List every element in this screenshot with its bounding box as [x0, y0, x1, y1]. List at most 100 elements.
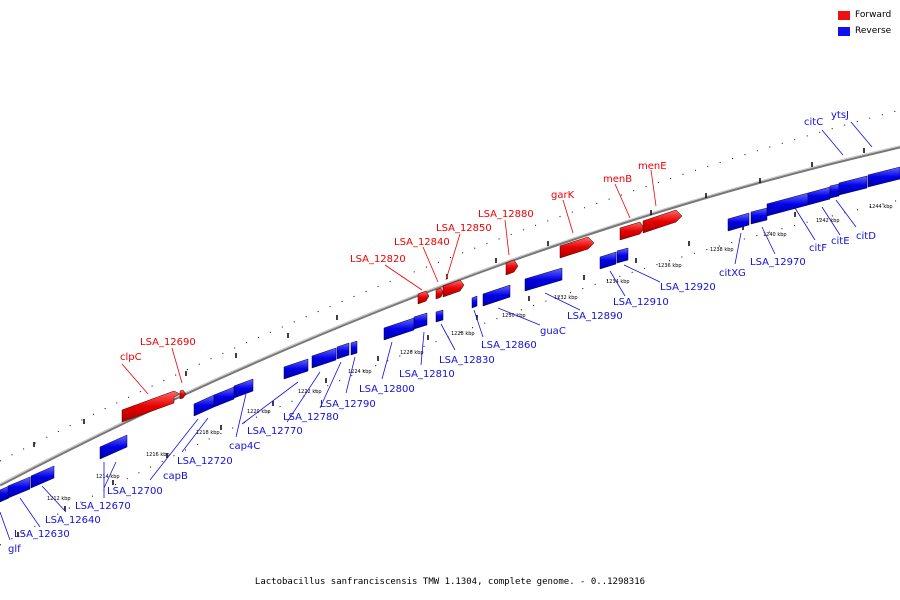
scale-tick: 1214 kbp: [96, 474, 120, 480]
scale-tick: 1216 kbp: [146, 452, 170, 458]
leader-lines: [0, 121, 873, 541]
gene-label: ytsJ: [831, 110, 849, 121]
reverse-gene-arrow: [867, 166, 900, 188]
leader-line: [609, 270, 626, 297]
gene-label: LSA_12770: [247, 426, 303, 437]
leader-line: [171, 347, 183, 384]
reverse-gene-arrow: [750, 207, 768, 225]
leader-line: [0, 511, 11, 541]
gene-label: LSA_12700: [107, 486, 163, 497]
gene-label: LSA_12670: [75, 501, 131, 512]
scale-tick: 1244 kbp: [869, 204, 893, 210]
leader-line: [19, 497, 41, 528]
gene-label: LSA_12860: [481, 340, 537, 351]
leader-line: [445, 233, 461, 281]
forward-gene-arrow: [121, 390, 181, 423]
reverse-gene-arrow: [616, 247, 629, 264]
leader-line: [497, 307, 541, 326]
gene-label: LSA_12640: [45, 515, 101, 526]
leader-line: [235, 393, 247, 438]
scale-tick: 1236 kbp: [658, 263, 682, 269]
leader-line: [121, 363, 149, 395]
gene-label: LSA_12790: [320, 399, 376, 410]
leader-line: [761, 226, 776, 255]
reverse-gene-arrow: [213, 386, 235, 408]
leader-line: [319, 361, 342, 409]
gene-label: cap4C: [229, 441, 260, 452]
leader-line: [149, 418, 199, 481]
gene-label: LSA_12810: [399, 369, 455, 380]
gene-label: LSA_12890: [567, 311, 623, 322]
leader-line: [835, 199, 857, 228]
reverse-gene-arrow: [233, 378, 254, 399]
leader-line: [440, 323, 456, 351]
gene-label: citF: [809, 243, 827, 254]
reverse-gene-arrow: [766, 192, 809, 217]
gene-label: garK: [551, 190, 575, 201]
leader-line: [420, 331, 425, 366]
leader-line: [850, 121, 873, 148]
gene-label: citXG: [719, 268, 746, 279]
gene-label: glf: [8, 544, 21, 555]
forward-gene-arrow: [417, 290, 430, 305]
leader-line: [345, 356, 356, 394]
leader-line: [650, 169, 657, 207]
gene-label: LSA_12880: [478, 209, 534, 220]
gene-label: clpC: [120, 352, 142, 363]
scale-tick: 1240 kbp: [763, 232, 787, 238]
gene-label: citC: [804, 117, 823, 128]
gene-label: LSA_12800: [359, 384, 415, 395]
leader-line: [504, 219, 510, 256]
leader-line: [821, 129, 844, 156]
leader-line: [544, 292, 581, 311]
reverse-gene-arrow: [435, 309, 444, 323]
gene-label: LSA_12970: [750, 257, 806, 268]
reverse-gene-arrow: [524, 267, 563, 292]
gene-label: LSA_12840: [394, 237, 450, 248]
scale-tick: 1230 kbp: [502, 313, 526, 319]
gene-label: LSA_12910: [613, 297, 669, 308]
forward-labels: clpC LSA_12690 LSA_12820 LSA_12840 LSA_1…: [120, 161, 667, 363]
reverse-gene-arrow: [383, 317, 415, 341]
gene-label: LSA_12720: [177, 456, 233, 467]
leader-line: [734, 232, 742, 265]
reverse-gene-arrow: [838, 175, 868, 196]
gene-label: menE: [638, 161, 667, 172]
leader-line: [286, 371, 321, 423]
leader-line: [614, 183, 631, 219]
scale-tick: 1224 kbp: [348, 369, 372, 375]
forward-gene-arrow: [435, 287, 444, 300]
forward-gene-arrow: [619, 221, 645, 241]
leader-line: [381, 341, 393, 380]
gene-label: citE: [831, 236, 850, 247]
gene-label: LSA_12690: [140, 337, 196, 348]
reverse-gene-arrow: [7, 476, 31, 499]
leader-line: [41, 485, 67, 513]
gene-label: LSA_12830: [439, 355, 495, 366]
leader-line: [562, 199, 574, 234]
reverse-gene-arrow: [336, 342, 350, 360]
leader-line: [794, 207, 816, 241]
scale-tick: 1228 kbp: [451, 331, 475, 337]
genome-caption: Lactobacillus sanfranciscensis TMW 1.130…: [254, 577, 646, 587]
leader-line: [422, 246, 439, 283]
scale-tick: 1242 kbp: [816, 218, 840, 224]
reverse-gene-arrow: [0, 485, 10, 503]
scale-ticks: 1212 kbp 1214 kbp 1216 kbp 1218 kbp 1220…: [47, 204, 893, 502]
forward-gene-arrow: [505, 259, 519, 276]
forward-genes: [121, 209, 683, 423]
reverse-gene-arrow: [829, 183, 840, 199]
scale-tick: 1226 kbp: [400, 350, 424, 356]
leader-line: [384, 264, 423, 291]
forward-gene-arrow: [442, 279, 465, 298]
forward-gene-arrow: [559, 236, 595, 259]
legend-forward-swatch: [838, 11, 850, 20]
track-marks: [17, 148, 865, 537]
scale-tick: 1234 kbp: [606, 279, 630, 285]
gene-label: LSA_12920: [660, 282, 716, 293]
reverse-gene-arrow: [471, 295, 478, 309]
reverse-gene-arrow: [193, 394, 215, 417]
genome-backbone: [0, 145, 900, 487]
legend-reverse-swatch: [838, 27, 850, 36]
legend-reverse-label: Reverse: [855, 26, 892, 36]
